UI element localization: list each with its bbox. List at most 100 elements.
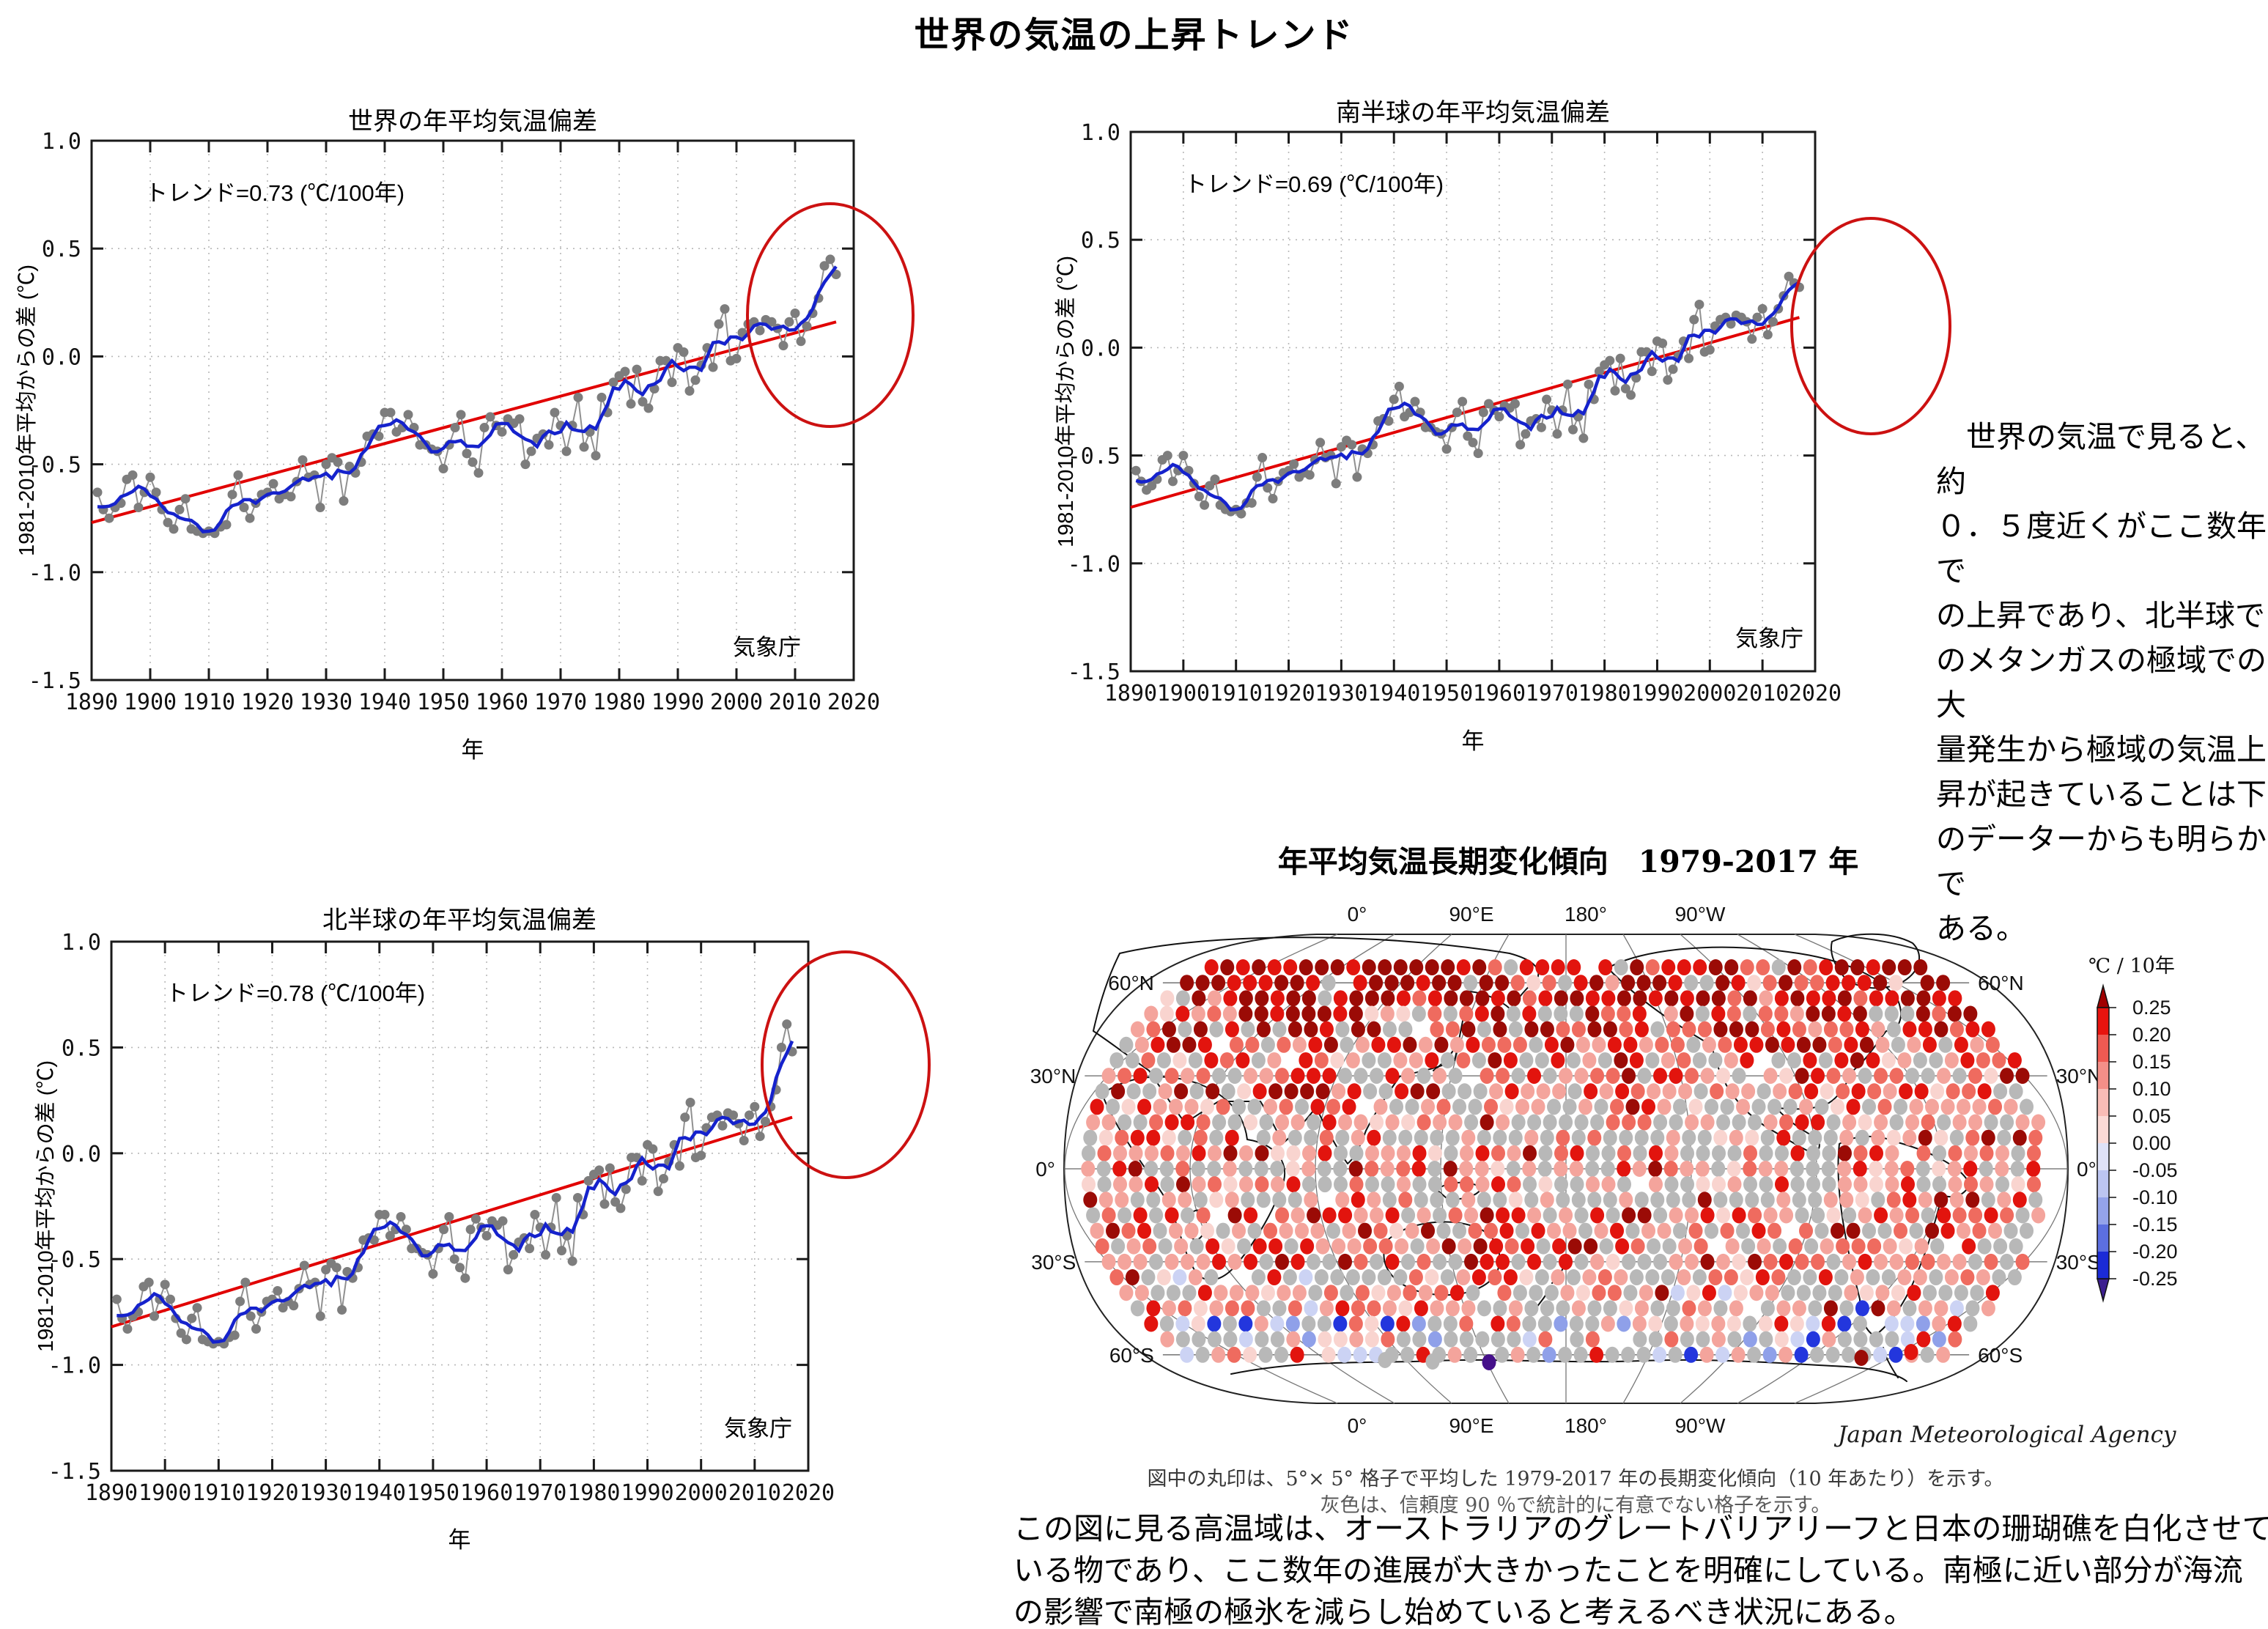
- svg-text:-0.5: -0.5: [1068, 444, 1120, 470]
- svg-text:1950: 1950: [417, 690, 470, 715]
- svg-text:60°N: 60°N: [1108, 972, 1154, 994]
- svg-text:0.20: 0.20: [2132, 1024, 2171, 1046]
- chart-nh-ylabel: 1981-2010年平均からの差 (℃): [34, 1060, 58, 1353]
- svg-text:-1.0: -1.0: [48, 1353, 101, 1379]
- svg-text:1960: 1960: [476, 690, 528, 715]
- svg-text:0.10: 0.10: [2132, 1078, 2171, 1100]
- svg-text:-1.5: -1.5: [29, 668, 81, 694]
- svg-text:-1.0: -1.0: [1068, 552, 1120, 577]
- svg-text:1890: 1890: [1104, 681, 1157, 706]
- svg-text:2020: 2020: [1789, 681, 1842, 706]
- svg-text:1950: 1950: [1420, 681, 1473, 706]
- svg-text:1940: 1940: [1367, 681, 1420, 706]
- chart-sh-source: 気象庁: [1735, 626, 1803, 651]
- svg-text:-1.5: -1.5: [1068, 660, 1120, 685]
- map-outline: [1063, 934, 2069, 1404]
- chart-world-ylabel: 1981-2010年平均からの差 (℃): [15, 264, 39, 557]
- svg-text:1.0: 1.0: [62, 930, 101, 956]
- svg-text:1950: 1950: [407, 1480, 459, 1506]
- svg-text:1930: 1930: [300, 690, 352, 715]
- svg-text:1960: 1960: [460, 1480, 513, 1506]
- svg-text:1980: 1980: [593, 690, 646, 715]
- chart-world-trend-label: トレンド=0.73 (℃/100年): [145, 180, 405, 206]
- svg-text:-0.5: -0.5: [48, 1247, 101, 1273]
- svg-text:0.5: 0.5: [1081, 228, 1120, 254]
- svg-text:1990: 1990: [651, 690, 704, 715]
- svg-text:1980: 1980: [567, 1480, 620, 1506]
- highlight-ellipse: [1790, 217, 1951, 435]
- svg-text:0.5: 0.5: [62, 1035, 101, 1061]
- svg-text:0.0: 0.0: [1081, 336, 1120, 361]
- svg-text:1910: 1910: [192, 1480, 245, 1506]
- right-commentary: 世界の気温で見ると、約 ０．５度近くがここ数年で の上昇であり、北半球で のメタ…: [1936, 420, 2267, 945]
- svg-text:1960: 1960: [1473, 681, 1526, 706]
- svg-text:60°S: 60°S: [1978, 1344, 2023, 1367]
- svg-text:0°: 0°: [1348, 1414, 1367, 1437]
- svg-text:2010: 2010: [728, 1480, 781, 1506]
- svg-text:1990: 1990: [621, 1480, 673, 1506]
- svg-text:180°: 180°: [1565, 903, 1607, 926]
- svg-text:0.0: 0.0: [42, 344, 81, 370]
- svg-text:1890: 1890: [85, 1480, 138, 1506]
- svg-text:90°W: 90°W: [1675, 903, 1726, 926]
- chart-world-xlabel: 年: [461, 737, 484, 763]
- svg-text:1900: 1900: [1157, 681, 1210, 706]
- svg-text:90°E: 90°E: [1449, 903, 1493, 926]
- svg-text:1920: 1920: [245, 1480, 298, 1506]
- chart-nh-source: 気象庁: [724, 1416, 792, 1441]
- svg-text:30°S: 30°S: [2056, 1251, 2101, 1274]
- svg-text:1980: 1980: [1578, 681, 1630, 706]
- svg-text:2000: 2000: [675, 1480, 728, 1506]
- trend-line: [91, 320, 837, 525]
- svg-text:1940: 1940: [353, 1480, 406, 1506]
- chart-sh-title: 南半球の年平均気温偏差: [1336, 99, 1610, 127]
- map-colorbar: 0.25 0.20 0.15 0.10 0.05 0.00 -0.05 -0.10 -0.15 -…: [2088, 955, 2178, 1303]
- highlight-ellipse: [761, 950, 931, 1179]
- svg-text:180°: 180°: [1565, 1414, 1607, 1437]
- svg-text:2000: 2000: [710, 690, 763, 715]
- svg-text:90°W: 90°W: [1675, 1414, 1726, 1437]
- svg-text:0°: 0°: [2077, 1158, 2097, 1181]
- svg-text:1.0: 1.0: [42, 129, 81, 155]
- annual-line: [116, 1024, 794, 1345]
- svg-text:0°: 0°: [1035, 1158, 1055, 1181]
- svg-text:1890: 1890: [65, 690, 118, 715]
- trend-line: [111, 1115, 793, 1329]
- page-title: 世界の気温の上昇トレンド: [914, 16, 1354, 55]
- highlight-ellipse: [746, 202, 915, 428]
- trend-line: [1130, 316, 1800, 509]
- bottom-commentary: この図に見る高温域は、オーストラリアのグレートバリアリーフと日本の珊瑚礁を白化さ…: [1013, 1512, 2268, 1629]
- svg-text:60°N: 60°N: [1978, 972, 2024, 994]
- chart-nh-xlabel: 年: [448, 1527, 471, 1553]
- svg-text:30°S: 30°S: [1031, 1251, 1076, 1274]
- svg-text:2010: 2010: [769, 690, 821, 715]
- svg-text:1970: 1970: [534, 690, 587, 715]
- svg-text:-0.25: -0.25: [2132, 1268, 2178, 1290]
- svg-text:0°: 0°: [1348, 903, 1367, 926]
- world-trend-map: 60°N 60°N 30°N 30°N 0° 0° 30°S 30°S 60°S 60°S 0° 0°…: [1030, 903, 2102, 1437]
- svg-text:1930: 1930: [299, 1480, 352, 1506]
- svg-text:1910: 1910: [182, 690, 235, 715]
- svg-text:1.0: 1.0: [1081, 120, 1120, 146]
- chart-nh-trend-label: トレンド=0.78 (℃/100年): [166, 980, 426, 1006]
- svg-text:-0.5: -0.5: [29, 453, 81, 479]
- svg-text:1900: 1900: [138, 1480, 191, 1506]
- svg-text:0.00: 0.00: [2132, 1132, 2171, 1154]
- trend-dots: [1081, 959, 2046, 1370]
- svg-text:2020: 2020: [827, 690, 880, 715]
- svg-text:1900: 1900: [124, 690, 177, 715]
- smoothed-line: [117, 1040, 794, 1344]
- map-title: 年平均気温長期変化傾向 1979-2017 年: [1277, 844, 1859, 879]
- svg-text:1920: 1920: [1262, 681, 1315, 706]
- chart-sh-ylabel: 1981-2010年平均からの差 (℃): [1054, 255, 1078, 548]
- map-credit: Japan Meteorological Agency: [1838, 1422, 2176, 1448]
- svg-text:60°S: 60°S: [1109, 1344, 1154, 1367]
- svg-text:1910: 1910: [1210, 681, 1263, 706]
- svg-text:30°N: 30°N: [2056, 1065, 2102, 1087]
- svg-text:0.15: 0.15: [2132, 1051, 2171, 1073]
- svg-text:℃ / 10年: ℃ / 10年: [2088, 955, 2175, 978]
- svg-text:-0.05: -0.05: [2132, 1159, 2178, 1181]
- svg-text:1930: 1930: [1315, 681, 1367, 706]
